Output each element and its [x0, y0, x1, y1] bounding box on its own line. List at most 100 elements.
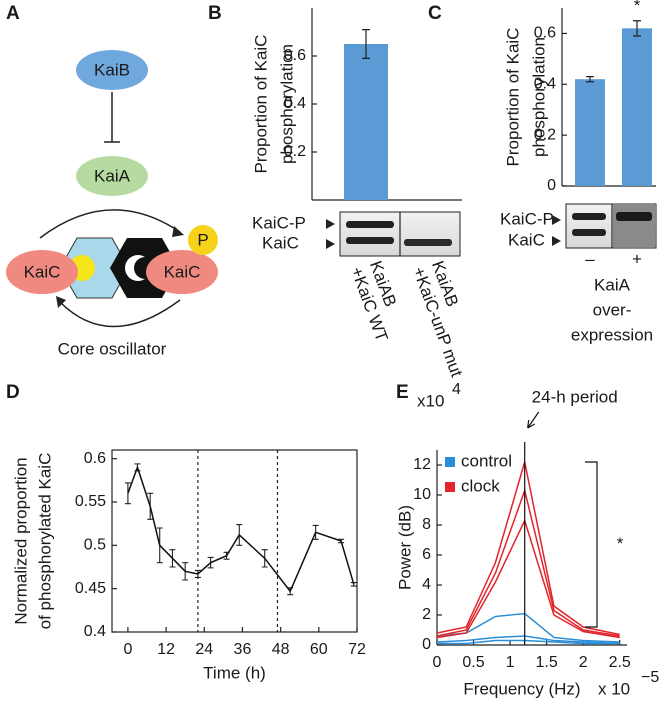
y-tick-label: 0: [422, 636, 431, 653]
y-tick-label: 0: [547, 177, 556, 194]
bar: [622, 28, 652, 186]
y-axis-label: phosphorylation: [529, 37, 548, 157]
panel-letter: A: [6, 3, 20, 24]
y-tick-label: 0.2: [284, 143, 306, 160]
blot-band: [346, 237, 394, 244]
error-bar: [586, 76, 594, 83]
kaia-node: [76, 156, 148, 196]
series-line: [436, 487, 620, 637]
x-tick-label: –: [585, 249, 595, 268]
y-tick-label: 0.2: [534, 126, 556, 143]
x-tick-label: 0: [433, 654, 442, 671]
y-multiplier-exponent: 4: [452, 381, 461, 398]
y-axis-label: of phosphorylated KaiC: [35, 453, 54, 630]
y-tick-label: 6: [422, 546, 431, 563]
y-tick-label: 10: [413, 486, 431, 503]
y-tick-label: 0.6: [84, 450, 106, 467]
blot-label: KaiC: [262, 233, 299, 252]
legend-swatch: [445, 457, 455, 467]
y-tick-label: 2: [422, 606, 431, 623]
data-line: [127, 465, 355, 593]
y-axis-label: Normalized proportion: [11, 457, 30, 624]
error-bar: [362, 29, 370, 59]
x-multiplier-exponent: −5: [641, 669, 659, 686]
y-tick-label: 0.5: [84, 537, 106, 554]
blot-band: [572, 229, 606, 236]
y-tick-label: 0.4: [534, 76, 556, 93]
legend-label: control: [461, 451, 512, 470]
x-axis-label: KaiA: [594, 275, 631, 294]
x-tick-label: 1: [506, 654, 515, 671]
blot-label: KaiC-P: [252, 213, 306, 232]
blot-band: [404, 239, 452, 246]
x-tick-label: 36: [234, 641, 252, 658]
period-arrow: [527, 411, 540, 429]
x-tick-label: 72: [348, 641, 366, 658]
kaic-left: [6, 250, 78, 294]
arrow-head: [172, 226, 184, 237]
blot-band: [346, 221, 394, 228]
blot-label: KaiC-P: [500, 209, 554, 228]
blot-label: KaiC: [508, 230, 545, 249]
legend-label: clock: [461, 476, 500, 495]
y-tick-label: 0.6: [284, 47, 306, 64]
caption: Core oscillator: [58, 339, 167, 358]
y-tick-label: 8: [422, 516, 431, 533]
plot-frame: [111, 449, 358, 633]
y-tick-label: 0.45: [75, 580, 106, 597]
period-label: 24-h period: [532, 387, 618, 406]
x-tick-label: 2.5: [609, 654, 631, 671]
y-tick-label: 0.4: [84, 623, 106, 640]
kaib-label: KaiB: [94, 60, 130, 79]
error-bar: [633, 20, 641, 37]
series-line: [436, 518, 620, 639]
panel-letter: D: [6, 382, 20, 403]
y-axis-label: Proportion of KaiC: [251, 35, 270, 174]
cycle-arrow-bottom: [59, 299, 181, 328]
x-tick-label: +: [632, 249, 642, 268]
x-axis-label: Frequency (Hz): [463, 679, 580, 698]
panel-letter: E: [396, 382, 409, 403]
significance-mark: *: [617, 534, 624, 553]
kaic-label: KaiC: [24, 262, 61, 281]
blot-marker: [326, 239, 335, 249]
y-tick-label: 4: [422, 576, 431, 593]
x-tick-label: 2: [579, 654, 588, 671]
panel-letter: B: [208, 3, 222, 24]
diagram-a: A KaiB KaiA KaiC KaiC P Core oscillator: [6, 3, 218, 358]
kaic-right: [146, 250, 218, 294]
x-tick-label: 1.5: [535, 654, 557, 671]
kaia-label: KaiA: [94, 166, 131, 185]
kaib-node: [76, 50, 148, 90]
y-axis-label: Power (dB): [395, 505, 414, 590]
x-tick-label: 12: [157, 641, 175, 658]
panel-letter: C: [428, 3, 442, 24]
y-tick-label: 12: [413, 456, 431, 473]
blot-marker: [326, 219, 335, 229]
bar: [575, 79, 605, 186]
phosphate: [188, 225, 218, 255]
legend-swatch: [445, 482, 455, 492]
x-axis-label: expression: [571, 325, 653, 344]
blot-band: [572, 213, 606, 220]
significance-mark: *: [634, 0, 641, 15]
series-line: [436, 635, 620, 645]
blot-band: [616, 212, 652, 221]
phosphate-label: P: [197, 230, 208, 249]
y-tick-label: 0.4: [284, 95, 306, 112]
y-multiplier: x10: [417, 391, 444, 410]
significance-bracket: [585, 461, 598, 628]
y-tick-label: 0.55: [75, 493, 106, 510]
x-axis-label: Time (h): [203, 663, 266, 682]
x-tick-label: 60: [310, 641, 328, 658]
x-tick-label: 0.5: [462, 654, 484, 671]
x-tick-label: 48: [272, 641, 290, 658]
x-axis-label: over-: [593, 300, 632, 319]
blot-marker: [552, 236, 561, 246]
y-axis-label: Proportion of KaiC: [503, 28, 522, 167]
y-tick-label: 0.6: [534, 25, 556, 42]
blot-band-dark: [613, 205, 655, 247]
arrow-head: [56, 296, 66, 308]
